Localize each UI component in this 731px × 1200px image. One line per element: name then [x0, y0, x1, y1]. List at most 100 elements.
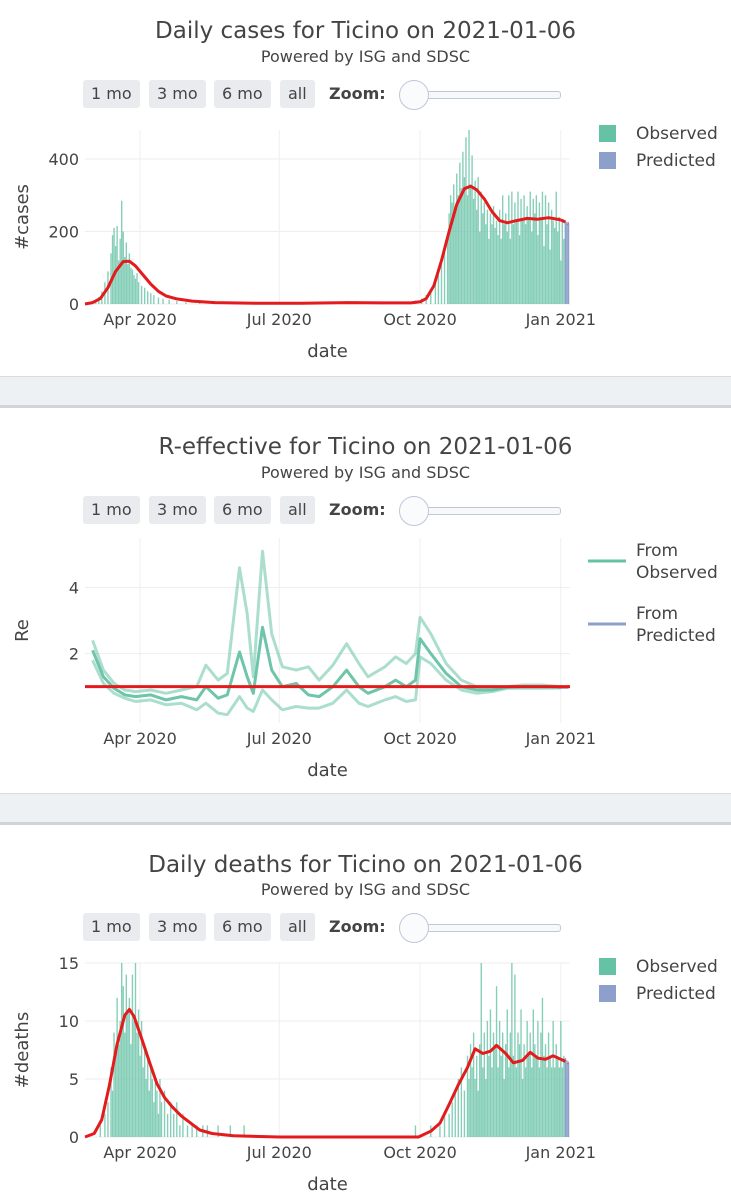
range-button-3mo[interactable]: 3 mo — [149, 496, 206, 524]
legend-observed-label: Observed — [636, 124, 718, 144]
range-button-1mo[interactable]: 1 mo — [83, 496, 140, 524]
observed-bar — [475, 209, 478, 304]
y-tick-label: 400 — [48, 150, 79, 169]
observed-bar — [168, 299, 170, 304]
observed-bar — [176, 301, 178, 304]
observed-bar — [430, 289, 432, 304]
observed-bar — [128, 253, 131, 304]
observed-bar — [143, 287, 146, 304]
observed-bar — [546, 224, 548, 304]
observed-bar — [131, 269, 134, 304]
x-tick-label: Oct 2020 — [383, 1143, 456, 1162]
observed-bar — [555, 1044, 557, 1137]
x-tick-label: Oct 2020 — [383, 310, 456, 329]
observed-bar — [535, 1055, 538, 1137]
range-button-6mo[interactable]: 6 mo — [214, 80, 271, 108]
observed-bar — [131, 974, 134, 1137]
observed-bar — [451, 202, 453, 304]
observed-bar — [515, 1067, 518, 1137]
range-button-all[interactable]: all — [280, 496, 315, 524]
observed-bar — [509, 238, 512, 304]
observed-bar — [176, 1102, 178, 1137]
y-tick-label: 4 — [69, 579, 79, 598]
observed-bar — [531, 1067, 533, 1137]
observed-bar — [479, 1044, 481, 1137]
trend-line-predicted — [560, 218, 570, 225]
observed-bar — [99, 1125, 101, 1137]
observed-bar — [475, 1055, 478, 1137]
observed-bar — [535, 195, 538, 304]
observed-bar — [497, 1067, 499, 1137]
x-tick-label: Jan 2021 — [525, 1143, 596, 1162]
observed-bar — [471, 155, 473, 304]
observed-bar — [127, 1009, 129, 1137]
observed-bar — [453, 184, 455, 304]
observed-bar — [498, 209, 501, 304]
observed-bar — [173, 1113, 175, 1137]
observed-bar — [501, 195, 504, 304]
legend-observed-label: Observed — [636, 957, 718, 977]
observed-bar — [457, 1079, 460, 1137]
observed-bar — [558, 217, 560, 304]
observed-bar — [506, 231, 508, 304]
observed-bar — [229, 1125, 232, 1137]
legend-predicted-label: Predicted — [636, 151, 716, 171]
x-tick-label: Jul 2020 — [246, 310, 312, 329]
range-button-3mo[interactable]: 3 mo — [149, 913, 206, 941]
zoom-slider-handle[interactable] — [399, 913, 429, 943]
observed-bar — [563, 1055, 565, 1137]
observed-bar — [133, 1021, 135, 1137]
zoom-slider-handle[interactable] — [399, 496, 429, 526]
cases-chart-title: Daily cases for Ticino on 2021-01-06 — [155, 18, 576, 44]
observed-bar — [469, 184, 472, 304]
observed-bar — [534, 213, 536, 304]
observed-bar — [139, 1055, 141, 1137]
range-button-6mo[interactable]: 6 mo — [214, 496, 271, 524]
zoom-slider-handle[interactable] — [399, 80, 429, 110]
observed-bar — [462, 151, 464, 304]
observed-bar — [468, 1079, 470, 1137]
observed-bar — [113, 227, 115, 304]
observed-bar — [500, 238, 502, 304]
range-button-all[interactable]: all — [280, 913, 315, 941]
trend-line — [84, 184, 562, 306]
range-button-1mo[interactable]: 1 mo — [83, 913, 140, 941]
y-tick-label: 15 — [59, 954, 79, 973]
observed-bar — [477, 177, 479, 304]
observed-bar — [121, 963, 123, 1137]
observed-bar — [156, 1090, 158, 1137]
range-button-all[interactable]: all — [280, 80, 315, 108]
observed-bar — [554, 227, 556, 304]
legend-observed-swatch — [599, 958, 616, 975]
observed-bar — [532, 198, 534, 304]
observed-bar — [111, 235, 114, 304]
observed-bar — [520, 1009, 522, 1137]
observed-bar — [479, 231, 481, 304]
deaths-chart: Apr 2020 Jul 2020 Oct 2020 Jan 2021 0 5 10 15 da… — [12, 954, 718, 1195]
observed-bar — [526, 1021, 528, 1137]
observed-bar — [443, 1113, 446, 1137]
cases-chart: Apr 2020 Jul 2020 Oct 2020 Jan 2021 0 200 400 d… — [12, 124, 718, 362]
x-tick-label: Apr 2020 — [103, 1143, 176, 1162]
observed-bar — [448, 213, 450, 304]
observed-bar — [182, 1113, 184, 1137]
observed-bar — [503, 224, 505, 304]
observed-bar — [550, 1067, 553, 1137]
observed-bar — [520, 198, 522, 304]
re-chart-subtitle: Powered by ISG and SDSC — [260, 463, 471, 482]
zoom-label: Zoom: — [329, 500, 386, 519]
x-tick-label: Jan 2021 — [525, 310, 596, 329]
observed-bar — [480, 963, 482, 1137]
range-button-1mo[interactable]: 1 mo — [83, 80, 140, 108]
observed-bar — [153, 294, 155, 304]
observed-bar — [113, 1032, 115, 1137]
observed-bar — [162, 298, 164, 304]
observed-bar — [511, 963, 513, 1137]
observed-bar — [460, 1067, 463, 1137]
observed-bar — [451, 1102, 453, 1137]
observed-bar — [456, 173, 458, 304]
range-button-3mo[interactable]: 3 mo — [149, 80, 206, 108]
observed-bar — [147, 291, 149, 304]
range-button-6mo[interactable]: 6 mo — [214, 913, 271, 941]
observed-bar — [495, 220, 498, 304]
